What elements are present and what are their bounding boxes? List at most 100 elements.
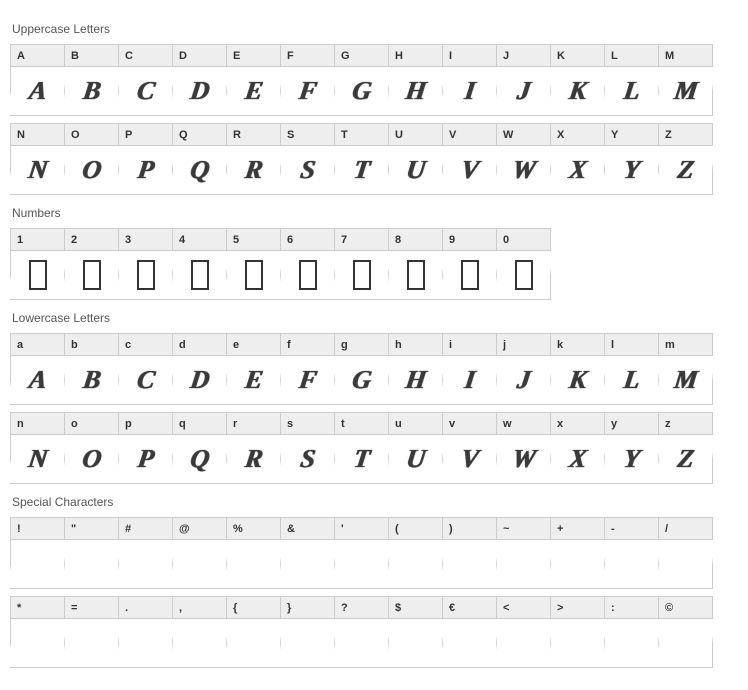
character-cell[interactable]: RR <box>226 123 281 195</box>
character-cell[interactable]: wW <box>496 412 551 484</box>
character-cell[interactable]: = <box>64 596 119 668</box>
character-cell[interactable]: gG <box>334 333 389 405</box>
character-cell[interactable]: iI <box>442 333 497 405</box>
character-cell[interactable]: qQ <box>172 412 227 484</box>
character-cell[interactable]: CC <box>118 44 173 116</box>
character-glyph: P <box>116 435 176 483</box>
character-glyph <box>602 540 662 588</box>
character-cell[interactable]: jJ <box>496 333 551 405</box>
character-cell[interactable]: BB <box>64 44 119 116</box>
character-cell[interactable]: PP <box>118 123 173 195</box>
character-cell[interactable]: zZ <box>658 412 713 484</box>
character-cell[interactable]: 5 <box>226 228 281 300</box>
character-cell[interactable]: 7 <box>334 228 389 300</box>
character-glyph <box>278 251 338 299</box>
character-cell[interactable]: eE <box>226 333 281 405</box>
character-cell[interactable]: 4 <box>172 228 227 300</box>
character-cell[interactable]: @ <box>172 517 227 589</box>
character-cell[interactable]: GG <box>334 44 389 116</box>
character-cell[interactable]: xX <box>550 412 605 484</box>
character-cell[interactable]: # <box>118 517 173 589</box>
character-label: € <box>443 597 496 619</box>
character-cell[interactable]: rR <box>226 412 281 484</box>
character-cell[interactable]: 3 <box>118 228 173 300</box>
character-cell[interactable]: - <box>604 517 659 589</box>
character-cell[interactable]: YY <box>604 123 659 195</box>
character-label: d <box>173 334 226 356</box>
character-cell[interactable]: ZZ <box>658 123 713 195</box>
character-cell[interactable]: fF <box>280 333 335 405</box>
character-cell[interactable]: aA <box>10 333 65 405</box>
character-cell[interactable]: > <box>550 596 605 668</box>
character-cell[interactable]: * <box>10 596 65 668</box>
character-cell[interactable]: { <box>226 596 281 668</box>
character-cell[interactable]: yY <box>604 412 659 484</box>
character-cell[interactable]: " <box>64 517 119 589</box>
character-glyph <box>8 251 68 299</box>
character-cell[interactable]: © <box>658 596 713 668</box>
character-cell[interactable]: lL <box>604 333 659 405</box>
character-glyph: G <box>332 356 392 404</box>
character-cell[interactable]: EE <box>226 44 281 116</box>
character-cell[interactable]: 2 <box>64 228 119 300</box>
character-cell[interactable]: ' <box>334 517 389 589</box>
character-cell[interactable]: sS <box>280 412 335 484</box>
character-cell[interactable]: FF <box>280 44 335 116</box>
character-cell[interactable]: < <box>496 596 551 668</box>
character-cell[interactable]: } <box>280 596 335 668</box>
character-cell[interactable]: 0 <box>496 228 551 300</box>
character-cell[interactable]: / <box>658 517 713 589</box>
character-cell[interactable]: AA <box>10 44 65 116</box>
character-cell[interactable]: QQ <box>172 123 227 195</box>
character-cell[interactable]: ( <box>388 517 443 589</box>
character-cell[interactable]: SS <box>280 123 335 195</box>
character-cell[interactable]: VV <box>442 123 497 195</box>
character-cell[interactable]: uU <box>388 412 443 484</box>
character-cell[interactable]: WW <box>496 123 551 195</box>
character-cell[interactable]: . <box>118 596 173 668</box>
character-cell[interactable]: ~ <box>496 517 551 589</box>
character-cell[interactable]: HH <box>388 44 443 116</box>
character-cell[interactable]: OO <box>64 123 119 195</box>
character-cell[interactable]: 9 <box>442 228 497 300</box>
character-cell[interactable]: ) <box>442 517 497 589</box>
character-cell[interactable]: UU <box>388 123 443 195</box>
character-cell[interactable]: + <box>550 517 605 589</box>
character-cell[interactable]: XX <box>550 123 605 195</box>
character-cell[interactable]: % <box>226 517 281 589</box>
character-cell[interactable]: LL <box>604 44 659 116</box>
character-cell[interactable]: : <box>604 596 659 668</box>
character-cell[interactable]: dD <box>172 333 227 405</box>
character-label: , <box>173 597 226 619</box>
character-cell[interactable]: cC <box>118 333 173 405</box>
character-cell[interactable]: NN <box>10 123 65 195</box>
character-cell[interactable]: hH <box>388 333 443 405</box>
character-cell[interactable]: bB <box>64 333 119 405</box>
character-glyph: U <box>386 435 446 483</box>
character-cell[interactable]: TT <box>334 123 389 195</box>
character-cell[interactable]: II <box>442 44 497 116</box>
character-cell[interactable]: kK <box>550 333 605 405</box>
character-cell[interactable]: ! <box>10 517 65 589</box>
character-cell[interactable]: DD <box>172 44 227 116</box>
character-cell[interactable]: mM <box>658 333 713 405</box>
character-cell[interactable]: JJ <box>496 44 551 116</box>
character-cell[interactable]: ? <box>334 596 389 668</box>
character-cell[interactable]: KK <box>550 44 605 116</box>
character-cell[interactable]: tT <box>334 412 389 484</box>
character-label: > <box>551 597 604 619</box>
character-cell[interactable]: pP <box>118 412 173 484</box>
character-cell[interactable]: vV <box>442 412 497 484</box>
character-cell[interactable]: € <box>442 596 497 668</box>
character-glyph <box>116 619 176 667</box>
character-cell[interactable]: , <box>172 596 227 668</box>
character-glyph: D <box>170 67 230 115</box>
character-cell[interactable]: oO <box>64 412 119 484</box>
character-cell[interactable]: nN <box>10 412 65 484</box>
character-cell[interactable]: 1 <box>10 228 65 300</box>
character-cell[interactable]: $ <box>388 596 443 668</box>
character-cell[interactable]: 8 <box>388 228 443 300</box>
character-cell[interactable]: MM <box>658 44 713 116</box>
character-cell[interactable]: 6 <box>280 228 335 300</box>
character-cell[interactable]: & <box>280 517 335 589</box>
